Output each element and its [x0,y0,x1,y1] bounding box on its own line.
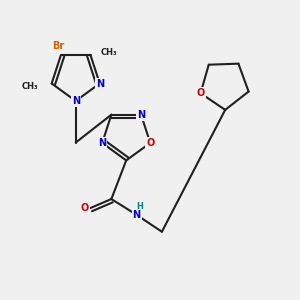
Text: N: N [98,138,106,148]
Text: H: H [136,202,143,211]
Text: O: O [146,138,154,148]
Text: CH₃: CH₃ [22,82,38,91]
Text: N: N [137,110,145,120]
Text: N: N [96,79,104,88]
Text: O: O [196,88,205,98]
Text: O: O [80,203,89,213]
Text: N: N [72,96,80,106]
Text: Br: Br [52,41,64,51]
Text: N: N [133,210,141,220]
Text: CH₃: CH₃ [101,48,118,57]
